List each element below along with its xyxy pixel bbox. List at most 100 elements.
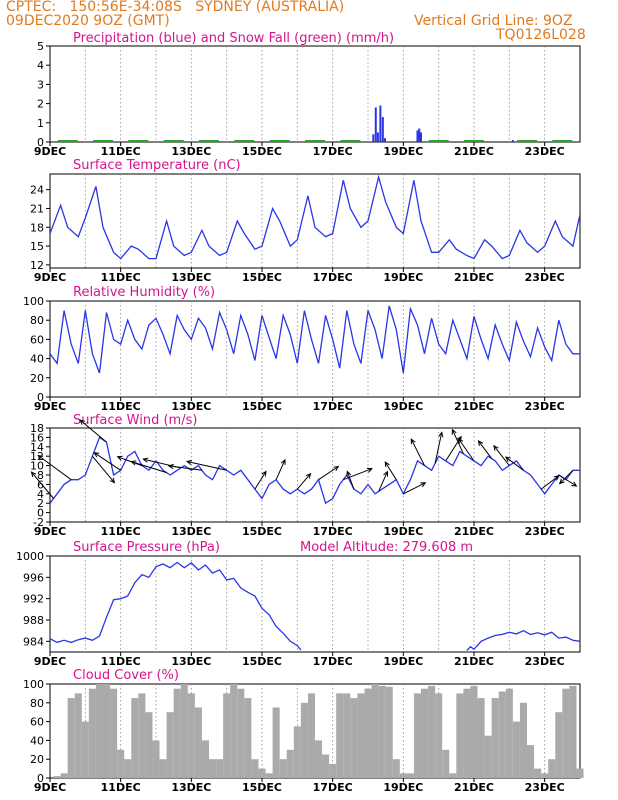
cloud-cover-bar [491,698,499,778]
cloud-cover-bar [336,693,344,778]
snowfall-bar [57,140,78,143]
y-tick-label: 12 [30,450,44,463]
cloud-cover-bar [110,688,118,778]
cloud-cover-bar [322,754,330,778]
cloud-cover-bar [562,688,570,778]
x-tick-label: 9DEC [34,655,66,668]
series-line-2 [466,629,580,651]
x-tick-label: 15DEC [242,781,282,794]
wind-arrow [254,471,267,490]
precipitation-bar [381,117,384,142]
plot-frame [49,427,581,523]
x-tick-label: 9DEC [34,400,66,413]
y-tick-label: 1 [37,117,44,130]
y-tick-label: 0 [37,391,44,404]
cloud-cover-bar [357,693,365,778]
cloud-cover-bar [166,712,174,778]
cloud-cover-bar [505,688,513,778]
y-tick-label: 0 [37,507,44,520]
cloud-cover-bar [385,686,393,778]
y-tick-label: 60 [30,333,44,346]
wind-arrow [403,482,426,495]
cloud-cover-bar [519,702,527,778]
cloud-cover-bar [399,773,407,778]
panel-5: 984 988 992 996 1000 9DEC 11DEC 13DEC 15DEC 17DEC… [16,540,581,668]
panel-title: Surface Temperature (nC) [73,158,241,173]
y-tick-label: 100 [23,678,44,691]
panel-title: Relative Humidity (%) [73,285,215,300]
x-tick-label: 17DEC [313,400,353,413]
wind-arrow-head [30,471,37,478]
wind-arrow [31,471,54,499]
y-tick-label: 996 [23,571,44,584]
wind-arrow [131,461,167,474]
y-tick-label: 3 [37,78,44,91]
y-tick-label: 6 [37,478,44,491]
x-tick-label: 11DEC [101,271,141,284]
x-tick-label: 9DEC [34,781,66,794]
x-tick-label: 11DEC [101,145,141,158]
y-tick-label: 5 [37,40,44,53]
precipitation-bar [383,138,386,142]
wind-arrow-head [366,467,373,473]
x-tick-label: 15DEC [242,400,282,413]
cloud-cover-bar [117,749,125,778]
x-tick-label: 19DEC [383,655,423,668]
cloud-cover-bar [173,688,181,778]
x-tick-label: 19DEC [383,781,423,794]
cloud-cover-bar [201,740,209,778]
y-tick-label: 0 [37,136,44,149]
cloud-cover-bar [159,759,167,778]
wind-arrow-head [477,440,484,446]
cloud-cover-bar [555,712,563,778]
snowfall-bar [128,140,149,143]
cloud-cover-bar [258,768,266,778]
wind-arrow-head [305,472,312,479]
x-tick-label: 13DEC [171,655,211,668]
panel-1: 0 1 2 3 4 5 9DEC 11DEC 13DEC 15DEC 17DEC 19DEC 21DEC… [34,31,581,158]
y-tick-label: 40 [30,734,44,747]
cloud-cover-bar [53,776,61,778]
cloud-cover-bar [138,693,146,778]
wind-arrow [343,468,373,481]
x-tick-label: 19DEC [383,400,423,413]
y-tick-label: 2 [37,98,44,111]
panel-title: Cloud Cover (%) [73,668,179,683]
snowfall-bar [269,140,290,143]
panel-6: 0 20 40 60 80 100 9DEC 11DEC 13DEC 15DEC 17DEC 19DE… [23,668,584,794]
snowfall-bar [340,140,361,143]
cloud-cover-bar [329,763,337,778]
cloud-cover-bar [428,685,436,778]
cloud-cover-bar [371,684,379,778]
cloud-cover-bar [406,773,414,778]
cloud-cover-bar [498,691,506,778]
x-tick-label: 15DEC [242,271,282,284]
wind-arrow-head [333,465,340,472]
x-tick-label: 23DEC [525,525,565,538]
x-tick-label: 13DEC [171,145,211,158]
wind-arrow [451,429,464,455]
cloud-cover-bar [244,698,252,778]
cloud-cover-bar [300,702,308,778]
cloud-cover-bar [237,688,245,778]
wind-arrow-head [109,477,116,484]
y-tick-label: 14 [30,441,44,454]
panel-title: Surface Wind (m/s) [73,413,197,428]
x-tick-label: 21DEC [454,781,494,794]
cloud-cover-bar [223,693,231,778]
wind-arrow [410,438,425,466]
cloud-cover-bar [484,735,492,778]
y-tick-label: 20 [30,372,44,385]
cloud-cover-bar [470,685,478,778]
cloud-cover-bar [534,768,542,778]
wind-arrow [493,445,510,466]
y-tick-label: 20 [30,753,44,766]
cloud-cover-bar [527,745,535,778]
wind-arrow [346,471,355,490]
snowfall-bar [552,140,573,143]
wind-arrow [79,419,107,443]
y-tick-label: 4 [37,488,44,501]
cloud-cover-bar [442,749,450,778]
precipitation-bar [416,130,419,142]
